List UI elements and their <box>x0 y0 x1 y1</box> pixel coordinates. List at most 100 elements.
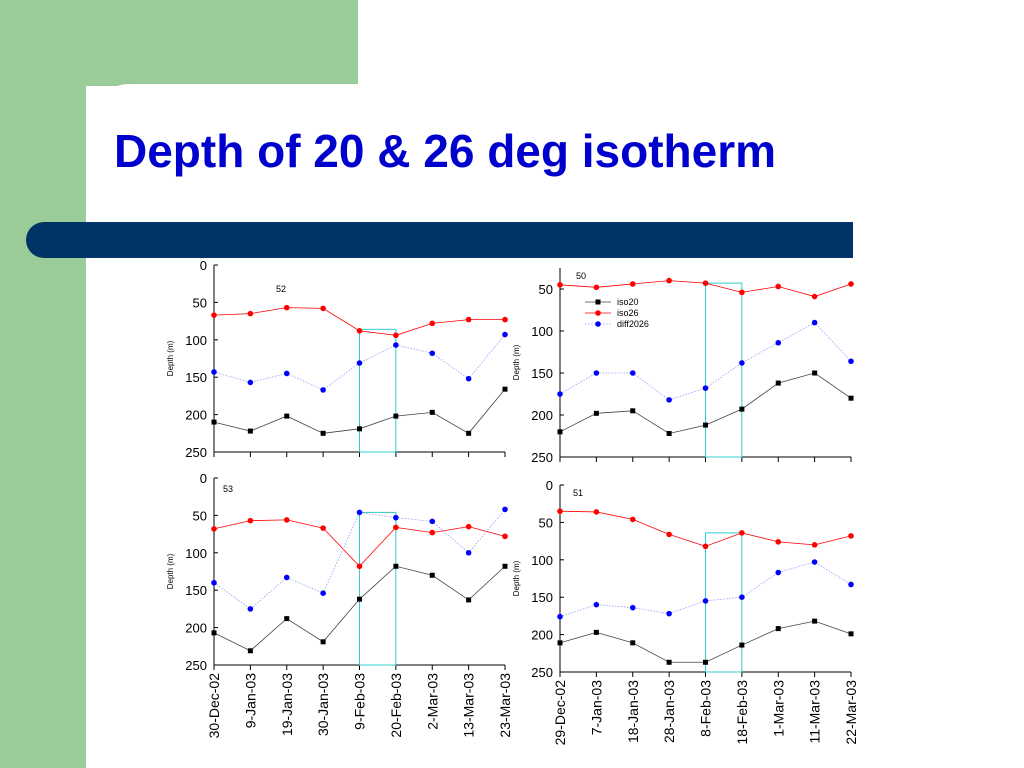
point-iso26 <box>356 563 363 570</box>
x-tick-label: 7-Jan-03 <box>588 680 604 735</box>
point-iso26 <box>848 281 854 287</box>
point-iso20 <box>429 572 435 578</box>
highlight-box <box>705 532 743 673</box>
legend-label-diff2026: diff2026 <box>617 319 649 329</box>
point-iso20 <box>284 616 290 622</box>
point-diff2026 <box>557 613 563 620</box>
point-iso20 <box>557 640 563 646</box>
y-tick-label: 150 <box>531 366 553 381</box>
y-tick-label: 200 <box>185 408 207 423</box>
y-tick-label: 0 <box>200 471 207 486</box>
point-diff2026 <box>283 370 290 377</box>
point-diff2026 <box>593 370 600 376</box>
x-tick-label: 1-Mar-03 <box>770 680 786 737</box>
point-diff2026 <box>320 590 326 596</box>
y-tick-label: 250 <box>185 445 207 460</box>
point-diff2026 <box>211 369 217 375</box>
point-iso26 <box>320 305 326 312</box>
point-iso20 <box>739 642 745 648</box>
point-iso26 <box>502 316 508 323</box>
y-axis-title: Depth (m) <box>166 553 175 589</box>
legend-label-iso26: iso26 <box>617 308 639 318</box>
x-tick-label: 8-Feb-03 <box>698 680 714 737</box>
point-iso20 <box>211 419 217 425</box>
point-iso26 <box>702 280 709 286</box>
point-iso20 <box>557 429 563 435</box>
point-iso26 <box>666 277 672 284</box>
point-iso20 <box>593 629 599 635</box>
y-tick-label: 200 <box>185 621 207 636</box>
chart-label: 51 <box>573 488 583 498</box>
y-tick-label: 100 <box>185 546 207 561</box>
point-iso20 <box>775 380 781 386</box>
point-diff2026 <box>702 385 709 391</box>
x-tick-label: 18-Feb-03 <box>734 680 750 745</box>
point-iso20 <box>502 563 508 569</box>
point-diff2026 <box>811 559 818 565</box>
y-tick-label: 250 <box>531 665 553 680</box>
point-iso26 <box>211 526 217 532</box>
point-diff2026 <box>848 358 854 365</box>
y-axis-title: Depth (m) <box>512 344 521 380</box>
point-diff2026 <box>811 319 818 326</box>
chart-52: 0 50 100 150 200 250 Depth (m) 52 <box>166 258 508 460</box>
slide-title: Depth of 20 & 26 deg isotherm <box>114 125 777 177</box>
point-iso20 <box>247 428 253 434</box>
title-underline-bar <box>26 222 853 258</box>
point-iso26 <box>775 283 782 290</box>
y-tick-label: 150 <box>185 583 207 598</box>
chart-50: 50 100 150 200 250 Depth (m) 50 iso20iso26diff2… <box>512 268 854 465</box>
highlight-box <box>359 328 397 453</box>
point-iso20 <box>666 659 672 665</box>
point-iso20 <box>703 422 708 428</box>
point-iso26 <box>593 284 600 291</box>
x-tick-label: 22-Mar-03 <box>843 680 859 745</box>
x-tick-label: 30-Jan-03 <box>315 673 331 736</box>
x-tick-label: 9-Jan-03 <box>242 673 258 728</box>
point-diff2026 <box>283 574 290 581</box>
y-tick-label: 50 <box>539 282 553 297</box>
point-iso26 <box>811 293 818 300</box>
point-iso26 <box>393 332 399 339</box>
point-iso20 <box>812 618 818 624</box>
y-tick-label: 200 <box>531 628 553 643</box>
y-tick-label: 50 <box>193 295 207 310</box>
point-diff2026 <box>465 550 472 556</box>
top-stripe <box>86 0 358 86</box>
point-iso26 <box>356 328 363 334</box>
point-diff2026 <box>211 579 217 586</box>
point-iso26 <box>702 543 709 550</box>
y-tick-label: 200 <box>531 408 553 423</box>
x-tick-label: 2-Mar-03 <box>424 673 440 730</box>
point-iso20 <box>630 640 636 646</box>
point-iso20 <box>848 395 854 401</box>
highlight-box <box>359 511 397 666</box>
point-diff2026 <box>429 350 436 357</box>
x-tick-label: 23-Mar-03 <box>497 673 513 738</box>
y-tick-label: 250 <box>531 450 553 465</box>
y-tick-label: 100 <box>185 333 207 348</box>
point-iso26 <box>429 529 436 536</box>
point-diff2026 <box>429 518 436 525</box>
point-iso26 <box>320 525 326 531</box>
point-iso26 <box>502 533 508 540</box>
point-iso20 <box>848 631 854 637</box>
x-tick-label: 18-Jan-03 <box>625 680 641 743</box>
x-tick-label: 9-Feb-03 <box>352 673 368 730</box>
point-iso20 <box>703 659 708 665</box>
point-iso20 <box>666 430 672 436</box>
point-diff2026 <box>320 387 326 393</box>
x-tick-label: 13-Mar-03 <box>461 673 477 738</box>
point-iso26 <box>465 523 472 530</box>
point-diff2026 <box>775 339 782 346</box>
point-diff2026 <box>739 594 745 600</box>
x-tick-label: 28-Jan-03 <box>661 680 677 743</box>
point-iso26 <box>429 320 436 327</box>
point-iso20 <box>429 409 435 415</box>
point-iso20 <box>812 370 818 376</box>
content-panel <box>86 84 1024 768</box>
point-iso20 <box>739 406 745 412</box>
point-iso20 <box>393 413 399 419</box>
